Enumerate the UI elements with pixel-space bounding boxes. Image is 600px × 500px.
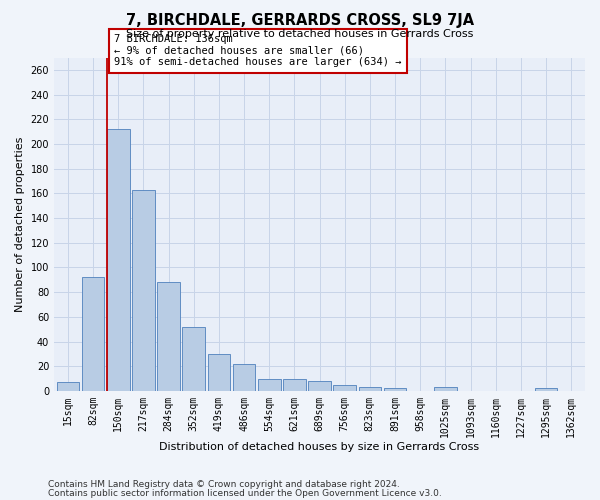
Y-axis label: Number of detached properties: Number of detached properties: [15, 136, 25, 312]
Bar: [383, 388, 406, 391]
Text: Contains HM Land Registry data © Crown copyright and database right 2024.: Contains HM Land Registry data © Crown c…: [48, 480, 400, 489]
Text: Size of property relative to detached houses in Gerrards Cross: Size of property relative to detached ho…: [127, 29, 473, 39]
Bar: [56, 382, 79, 391]
Bar: [132, 190, 155, 391]
Bar: [359, 388, 381, 391]
Text: 7 BIRCHDALE: 136sqm
← 9% of detached houses are smaller (66)
91% of semi-detache: 7 BIRCHDALE: 136sqm ← 9% of detached hou…: [115, 34, 402, 68]
Bar: [258, 378, 281, 391]
Bar: [308, 381, 331, 391]
Bar: [334, 385, 356, 391]
Bar: [82, 278, 104, 391]
Bar: [157, 282, 180, 391]
Bar: [535, 388, 557, 391]
Text: 7, BIRCHDALE, GERRARDS CROSS, SL9 7JA: 7, BIRCHDALE, GERRARDS CROSS, SL9 7JA: [126, 12, 474, 28]
Text: Contains public sector information licensed under the Open Government Licence v3: Contains public sector information licen…: [48, 488, 442, 498]
Bar: [208, 354, 230, 391]
Bar: [233, 364, 256, 391]
Bar: [283, 378, 305, 391]
Bar: [434, 388, 457, 391]
X-axis label: Distribution of detached houses by size in Gerrards Cross: Distribution of detached houses by size …: [160, 442, 479, 452]
Bar: [107, 129, 130, 391]
Bar: [182, 326, 205, 391]
